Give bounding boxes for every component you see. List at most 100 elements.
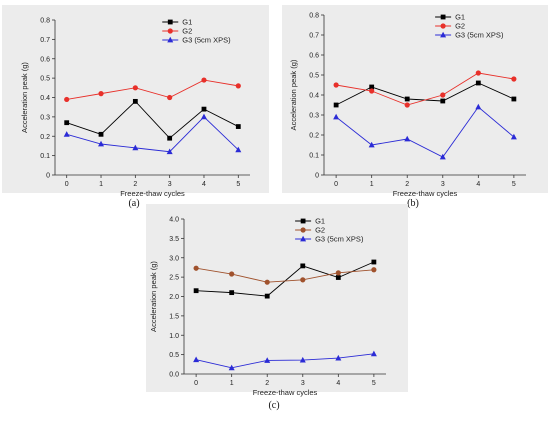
y-tick-label: 0.4 (309, 93, 319, 100)
x-tick-label: 2 (265, 380, 269, 387)
panel-caption: (a) (128, 198, 139, 209)
data-point (404, 96, 410, 102)
data-point (201, 77, 207, 83)
x-tick-label: 2 (405, 181, 409, 188)
data-point (440, 98, 446, 104)
data-point (264, 357, 271, 363)
y-axis-title: Acceleration peak (g) (20, 62, 29, 133)
series-triangle (63, 113, 242, 155)
legend-label: G3 (5cm XPS) (182, 36, 231, 45)
x-tick-label: 5 (372, 380, 376, 387)
data-point (264, 293, 270, 299)
data-point (235, 83, 241, 89)
y-tick-label: 3.0 (169, 255, 179, 262)
data-point (229, 271, 235, 277)
data-point (193, 265, 199, 271)
data-point (440, 92, 446, 98)
panel-caption: (b) (407, 198, 419, 209)
data-point (166, 148, 173, 155)
legend-marker (300, 235, 307, 242)
data-point (333, 113, 340, 120)
y-tick-label: 2.0 (169, 294, 179, 301)
data-point (264, 279, 270, 285)
series-circle (64, 77, 241, 103)
legend-label: G2 (182, 27, 192, 36)
y-tick-label: 1.5 (169, 313, 179, 320)
legend-marker (440, 14, 446, 20)
series-line (66, 116, 239, 153)
data-point (132, 98, 138, 104)
y-axis-title: Acceleration peak (g) (289, 59, 298, 130)
x-axis-title: Freeze-thaw cycles (393, 189, 458, 198)
data-point (475, 103, 482, 110)
y-tick-label: 0.4 (40, 95, 50, 102)
data-point (132, 144, 139, 151)
series-line (66, 100, 239, 139)
legend-marker (440, 23, 446, 29)
y-tick-label: 0 (46, 173, 50, 180)
y-tick-label: 0.6 (40, 56, 50, 63)
legend-label: G2 (455, 22, 465, 31)
data-point (235, 146, 242, 153)
legend-marker (440, 31, 447, 38)
series-line (196, 267, 374, 283)
y-tick-label: 0.2 (309, 133, 319, 140)
panel-caption: (c) (268, 400, 279, 411)
data-point (510, 133, 517, 140)
x-tick-label: 3 (441, 181, 445, 188)
data-point (64, 96, 70, 103)
data-point (167, 135, 173, 141)
data-point (368, 141, 375, 148)
x-tick-label: 5 (512, 181, 516, 188)
data-point (511, 76, 517, 82)
data-point (300, 277, 306, 283)
y-tick-label: 0.8 (309, 13, 319, 20)
legend-marker (167, 36, 174, 43)
chart-panel-2: 0 0.1 0.2 0.3 0.4 0.5 0.6 0.7 0.8 0 1 2 3 4 5 Freeze-th… (282, 5, 548, 198)
data-point (235, 124, 241, 129)
legend-marker (300, 218, 306, 224)
series-line (335, 106, 515, 158)
y-tick-label: 0.1 (40, 153, 50, 160)
data-point (167, 94, 173, 101)
data-point (64, 120, 70, 126)
data-point (132, 85, 138, 91)
y-tick-label: 0.5 (309, 73, 319, 80)
x-tick-label: 4 (336, 380, 340, 387)
y-tick-label: 0.2 (40, 134, 50, 141)
series-line (66, 79, 239, 100)
data-point (98, 140, 105, 147)
legend-label: G1 (182, 18, 192, 27)
series-square (64, 98, 241, 141)
panel-background (146, 204, 408, 392)
data-point (333, 82, 339, 88)
data-point (201, 106, 207, 112)
x-tick-label: 4 (476, 181, 480, 188)
data-point (404, 135, 411, 142)
y-axis-title: Acceleration peak (g) (149, 261, 158, 332)
series-triangle (333, 103, 517, 160)
y-tick-label: 0.6 (309, 53, 319, 60)
y-tick-label: 0.3 (309, 113, 319, 120)
y-tick-label: 3.5 (169, 236, 179, 243)
data-point (200, 113, 207, 120)
chart-panel-1: 0 0.1 0.2 0.3 0.4 0.5 0.6 0.7 0.8 0 1 2 3 4 5 Freeze-th… (2, 5, 269, 198)
x-tick-label: 5 (236, 181, 240, 188)
data-point (229, 290, 235, 296)
data-point (439, 153, 446, 160)
legend-label: G2 (315, 226, 325, 235)
data-point (300, 263, 306, 269)
series-line (336, 72, 514, 106)
data-point (193, 288, 199, 294)
x-tick-label: 0 (194, 380, 198, 387)
y-tick-label: 0.8 (40, 18, 50, 25)
data-point (511, 96, 517, 102)
series-circle (193, 265, 377, 285)
series-circle (333, 70, 517, 108)
data-point (371, 259, 377, 265)
legend-label: G1 (315, 217, 325, 226)
data-point (369, 84, 375, 90)
